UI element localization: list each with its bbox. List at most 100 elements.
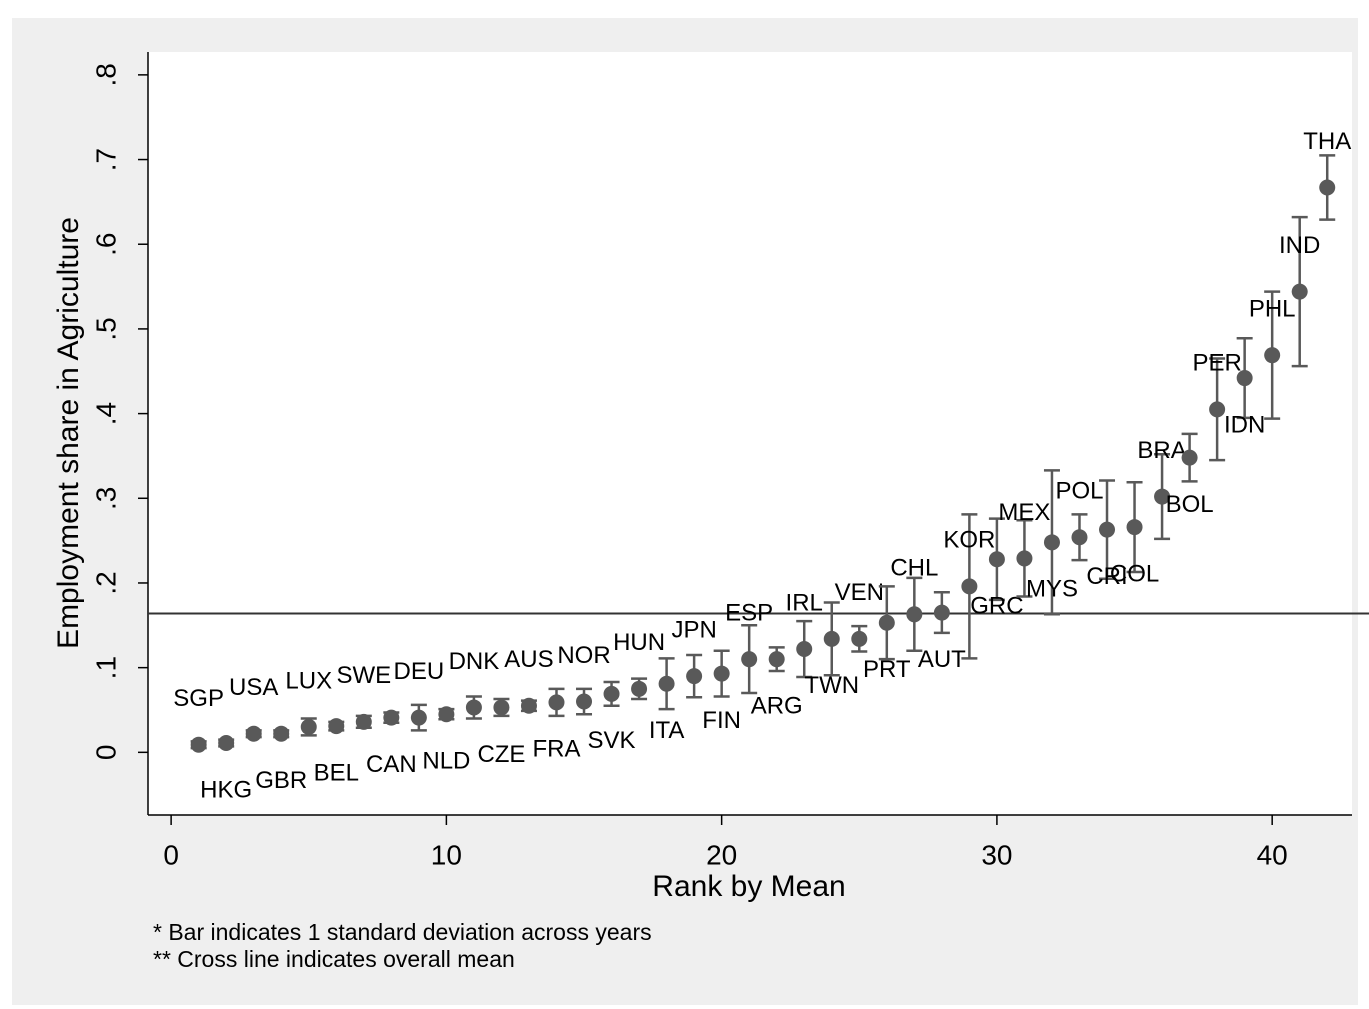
point	[906, 606, 923, 623]
point	[823, 630, 840, 647]
point	[383, 709, 400, 726]
point-label: CRI	[1086, 563, 1127, 590]
point-label: CAN	[366, 751, 417, 778]
point-label: HKG	[200, 776, 252, 803]
point-label: ESP	[725, 600, 773, 627]
point	[1126, 519, 1143, 536]
point-label: ARG	[751, 693, 803, 720]
y-tick-label: .8	[90, 63, 121, 86]
point-label: PER	[1192, 350, 1241, 377]
point-label: PHL	[1249, 296, 1296, 323]
point	[548, 694, 565, 711]
point-label: POL	[1055, 478, 1103, 505]
point-label: SGP	[173, 685, 224, 712]
x-tick-label: 30	[981, 839, 1012, 870]
point-label: FIN	[702, 707, 741, 734]
point	[1154, 488, 1171, 505]
point-label: SWE	[336, 662, 391, 689]
point	[988, 551, 1005, 568]
point-label: SVK	[588, 727, 636, 754]
y-tick-label: .2	[90, 571, 121, 594]
point-label: BEL	[314, 759, 359, 786]
x-tick-label: 40	[1257, 839, 1288, 870]
point	[878, 614, 895, 631]
point	[438, 706, 455, 723]
point	[603, 685, 620, 702]
point-label: GBR	[255, 767, 307, 794]
y-tick-label: 0	[90, 745, 121, 761]
point	[1319, 179, 1336, 196]
point	[851, 630, 868, 647]
y-tick-label: .3	[90, 487, 121, 510]
point-label: BRA	[1137, 437, 1186, 464]
point	[658, 675, 675, 692]
footnote: * Bar indicates 1 standard deviation acr…	[153, 919, 652, 945]
point	[576, 693, 593, 710]
point-label: THA	[1303, 128, 1351, 155]
y-axis-title: Employment share in Agriculture	[52, 217, 85, 649]
y-tick-label: .1	[90, 656, 121, 679]
point-label: AUT	[918, 646, 966, 673]
x-axis-title: Rank by Mean	[652, 870, 845, 903]
point	[273, 725, 290, 742]
point-label: IRL	[786, 589, 823, 616]
point	[741, 651, 758, 668]
point-label: DNK	[449, 648, 500, 675]
y-tick-label: .7	[90, 148, 121, 171]
point-label: ITA	[649, 717, 685, 744]
point	[1016, 550, 1033, 567]
point-label: TWN	[804, 672, 859, 699]
point-label: GRC	[970, 593, 1023, 620]
point	[355, 713, 372, 730]
point	[796, 641, 813, 658]
point-label: VEN	[835, 579, 884, 606]
point-label: PRT	[863, 656, 911, 683]
point-label: NLD	[422, 748, 470, 775]
point	[1043, 534, 1060, 551]
point-label: NOR	[557, 642, 610, 669]
point-label: BOL	[1166, 491, 1214, 518]
point-label: IND	[1279, 232, 1320, 259]
point	[1291, 283, 1308, 300]
point	[1099, 521, 1116, 538]
y-tick-label: .6	[90, 233, 121, 256]
point-label: FRA	[532, 736, 580, 763]
point	[1181, 449, 1198, 466]
point	[190, 736, 207, 753]
point	[520, 697, 537, 714]
point	[768, 651, 785, 668]
point	[465, 699, 482, 716]
point	[493, 699, 510, 716]
footnote: ** Cross line indicates overall mean	[153, 946, 515, 972]
point	[218, 735, 235, 752]
point-label: DEU	[394, 658, 445, 685]
x-tick-label: 10	[431, 839, 462, 870]
point-label: JPN	[671, 616, 716, 643]
x-tick-label: 20	[706, 839, 737, 870]
y-tick-label: .5	[90, 317, 121, 340]
point-label: COL	[1110, 560, 1159, 587]
point-label: IDN	[1224, 411, 1265, 438]
point-label: HUN	[613, 629, 665, 656]
point	[300, 718, 317, 735]
point-label: USA	[229, 674, 278, 701]
point	[686, 668, 703, 685]
point-label: KOR	[943, 527, 995, 554]
point	[328, 718, 345, 735]
x-tick-label: 0	[163, 839, 179, 870]
point	[1209, 401, 1226, 418]
point-label: CZE	[477, 741, 525, 768]
point	[933, 604, 950, 621]
point-label: MEX	[998, 499, 1050, 526]
point	[713, 665, 730, 682]
point	[1071, 529, 1088, 546]
point	[961, 578, 978, 595]
point-label: CHL	[890, 555, 938, 582]
point	[1264, 347, 1281, 364]
point-label: MYS	[1026, 576, 1078, 603]
point-label: LUX	[285, 667, 332, 694]
y-tick-label: .4	[90, 402, 121, 425]
point-label: AUS	[504, 646, 553, 673]
point	[631, 680, 648, 697]
point	[1236, 370, 1253, 387]
